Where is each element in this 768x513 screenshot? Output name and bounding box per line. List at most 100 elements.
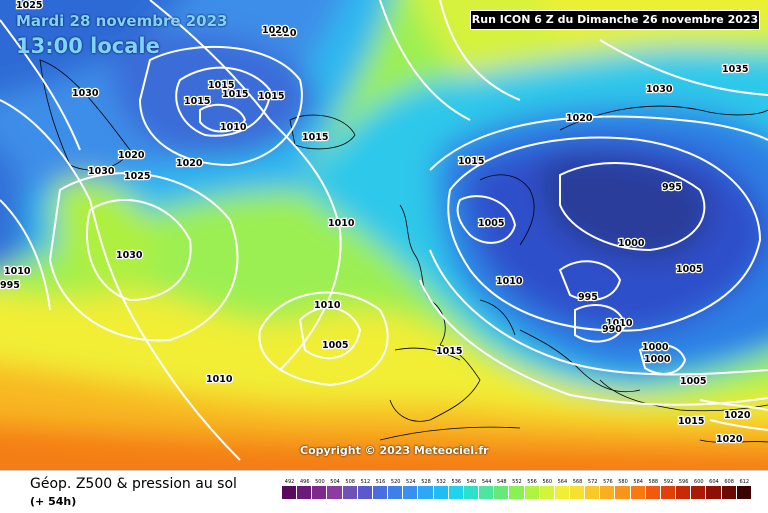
isobar-label: 1010 xyxy=(314,300,341,311)
scale-step-label: 592 xyxy=(663,479,674,485)
scale-step-label: 604 xyxy=(709,479,719,485)
scale-step: 524 xyxy=(403,479,419,501)
isobar-label: 1010 xyxy=(220,122,247,133)
isobar-label: 1015 xyxy=(184,96,210,107)
scale-step-label: 496 xyxy=(299,479,310,485)
scale-step: 500 xyxy=(312,479,328,501)
scale-step-label: 568 xyxy=(572,479,583,485)
scale-step: 572 xyxy=(585,479,601,501)
isobar-label: 1005 xyxy=(322,340,348,351)
lead-time: (+ 54h) xyxy=(30,495,77,508)
isobar-label: 995 xyxy=(578,292,598,303)
scale-step-swatch xyxy=(342,486,358,499)
scale-step-swatch xyxy=(372,486,389,499)
scale-step-swatch xyxy=(433,486,449,499)
scale-step-swatch xyxy=(554,486,570,499)
isobar-label: 990 xyxy=(602,324,622,335)
scale-step-label: 580 xyxy=(618,479,628,485)
isobar-label: 1020 xyxy=(724,410,751,421)
isobar-label: 1005 xyxy=(676,264,702,275)
scale-step-label: 548 xyxy=(496,479,507,485)
isobar-label: 1005 xyxy=(478,218,504,229)
isobar-label: 1010 xyxy=(606,318,633,329)
scale-step-label: 584 xyxy=(633,479,643,485)
scale-step: 496 xyxy=(297,479,313,501)
isobar-label: 1020 xyxy=(716,434,743,445)
isobar-label: 1030 xyxy=(88,166,115,177)
isobar-label: 1015 xyxy=(458,156,484,167)
scale-step: 588 xyxy=(645,479,661,501)
scale-step: 560 xyxy=(539,479,555,501)
scale-step-swatch xyxy=(539,486,555,499)
scale-step: 584 xyxy=(630,479,646,501)
scale-step-swatch xyxy=(448,486,464,499)
scale-step-label: 552 xyxy=(512,479,522,485)
scale-step-label: 576 xyxy=(603,479,613,485)
scale-step: 540 xyxy=(463,479,480,501)
scale-step-swatch xyxy=(463,486,480,499)
isobar-label: 1000 xyxy=(618,238,645,249)
scale-step-swatch xyxy=(524,486,540,499)
scale-step-swatch xyxy=(357,486,373,499)
scale-step: 520 xyxy=(388,479,404,501)
scale-step: 508 xyxy=(342,479,358,501)
isobar-label: 1010 xyxy=(206,374,233,385)
scale-step-swatch xyxy=(509,486,525,499)
scale-step-swatch xyxy=(282,486,298,499)
scale-step-swatch xyxy=(388,486,404,499)
isobar-label: 1030 xyxy=(646,84,673,95)
isobar-label: 1015 xyxy=(258,91,284,102)
scale-step-label: 596 xyxy=(678,479,689,485)
scale-step: 532 xyxy=(433,479,449,501)
isobar-label: 1020 xyxy=(566,113,593,124)
scale-step-swatch xyxy=(706,486,722,499)
scale-step-label: 572 xyxy=(587,479,598,485)
scale-step-swatch xyxy=(736,486,752,499)
scale-step: 596 xyxy=(676,479,692,501)
scale-step-swatch xyxy=(297,486,313,499)
scale-step-label: 588 xyxy=(648,479,659,485)
isobar-label: 1000 xyxy=(644,354,671,365)
copyright-notice: Copyright © 2023 Meteociel.fr xyxy=(300,444,489,457)
scale-step-label: 492 xyxy=(284,479,295,485)
scale-step-label: 524 xyxy=(406,479,416,485)
scale-step: 536 xyxy=(448,479,464,501)
scale-step-label: 528 xyxy=(421,479,431,485)
scale-step-swatch xyxy=(569,486,586,499)
weather-map: 1025 1020 1030 1015 1015 1015 1015 1010 1015 1020… xyxy=(0,0,768,470)
color-scale: 492 496 500 504 508 512 516 520 524 528 532 536 540 5… xyxy=(282,479,752,501)
scale-step: 564 xyxy=(554,479,570,501)
isobar-label: 1020 xyxy=(118,150,145,161)
scale-step-swatch xyxy=(676,486,692,499)
scale-step: 556 xyxy=(524,479,540,501)
isobar-label: 1010 xyxy=(496,276,523,287)
model-run-label: Run ICON 6 Z du Dimanche 26 novembre 202… xyxy=(470,10,760,30)
scale-step-label: 560 xyxy=(542,479,552,485)
isobar-label: 1030 xyxy=(72,88,99,99)
isobar-label: 1010 xyxy=(328,218,355,229)
isobar-label: 995 xyxy=(662,182,682,193)
scale-step: 608 xyxy=(721,479,737,501)
scale-step: 492 xyxy=(282,479,298,501)
isobar-label: 1025 xyxy=(16,0,42,11)
isobar-label: 995 xyxy=(0,280,20,291)
scale-step-swatch xyxy=(479,486,495,499)
scale-step: 576 xyxy=(600,479,616,501)
forecast-time: 13:00 locale xyxy=(16,34,160,58)
isobar-label: 1020 xyxy=(270,28,297,39)
geopotential-field xyxy=(0,0,768,470)
scale-step: 592 xyxy=(660,479,677,501)
scale-step-label: 500 xyxy=(315,479,325,485)
scale-step: 528 xyxy=(418,479,434,501)
scale-step: 512 xyxy=(357,479,373,501)
scale-step-label: 564 xyxy=(557,479,568,485)
scale-step: 516 xyxy=(372,479,389,501)
scale-step: 604 xyxy=(706,479,722,501)
scale-step-label: 544 xyxy=(481,479,492,485)
scale-step: 600 xyxy=(691,479,707,501)
scale-step-label: 536 xyxy=(451,479,462,485)
isobar-label: 1000 xyxy=(642,342,669,353)
scale-step-swatch xyxy=(403,486,419,499)
